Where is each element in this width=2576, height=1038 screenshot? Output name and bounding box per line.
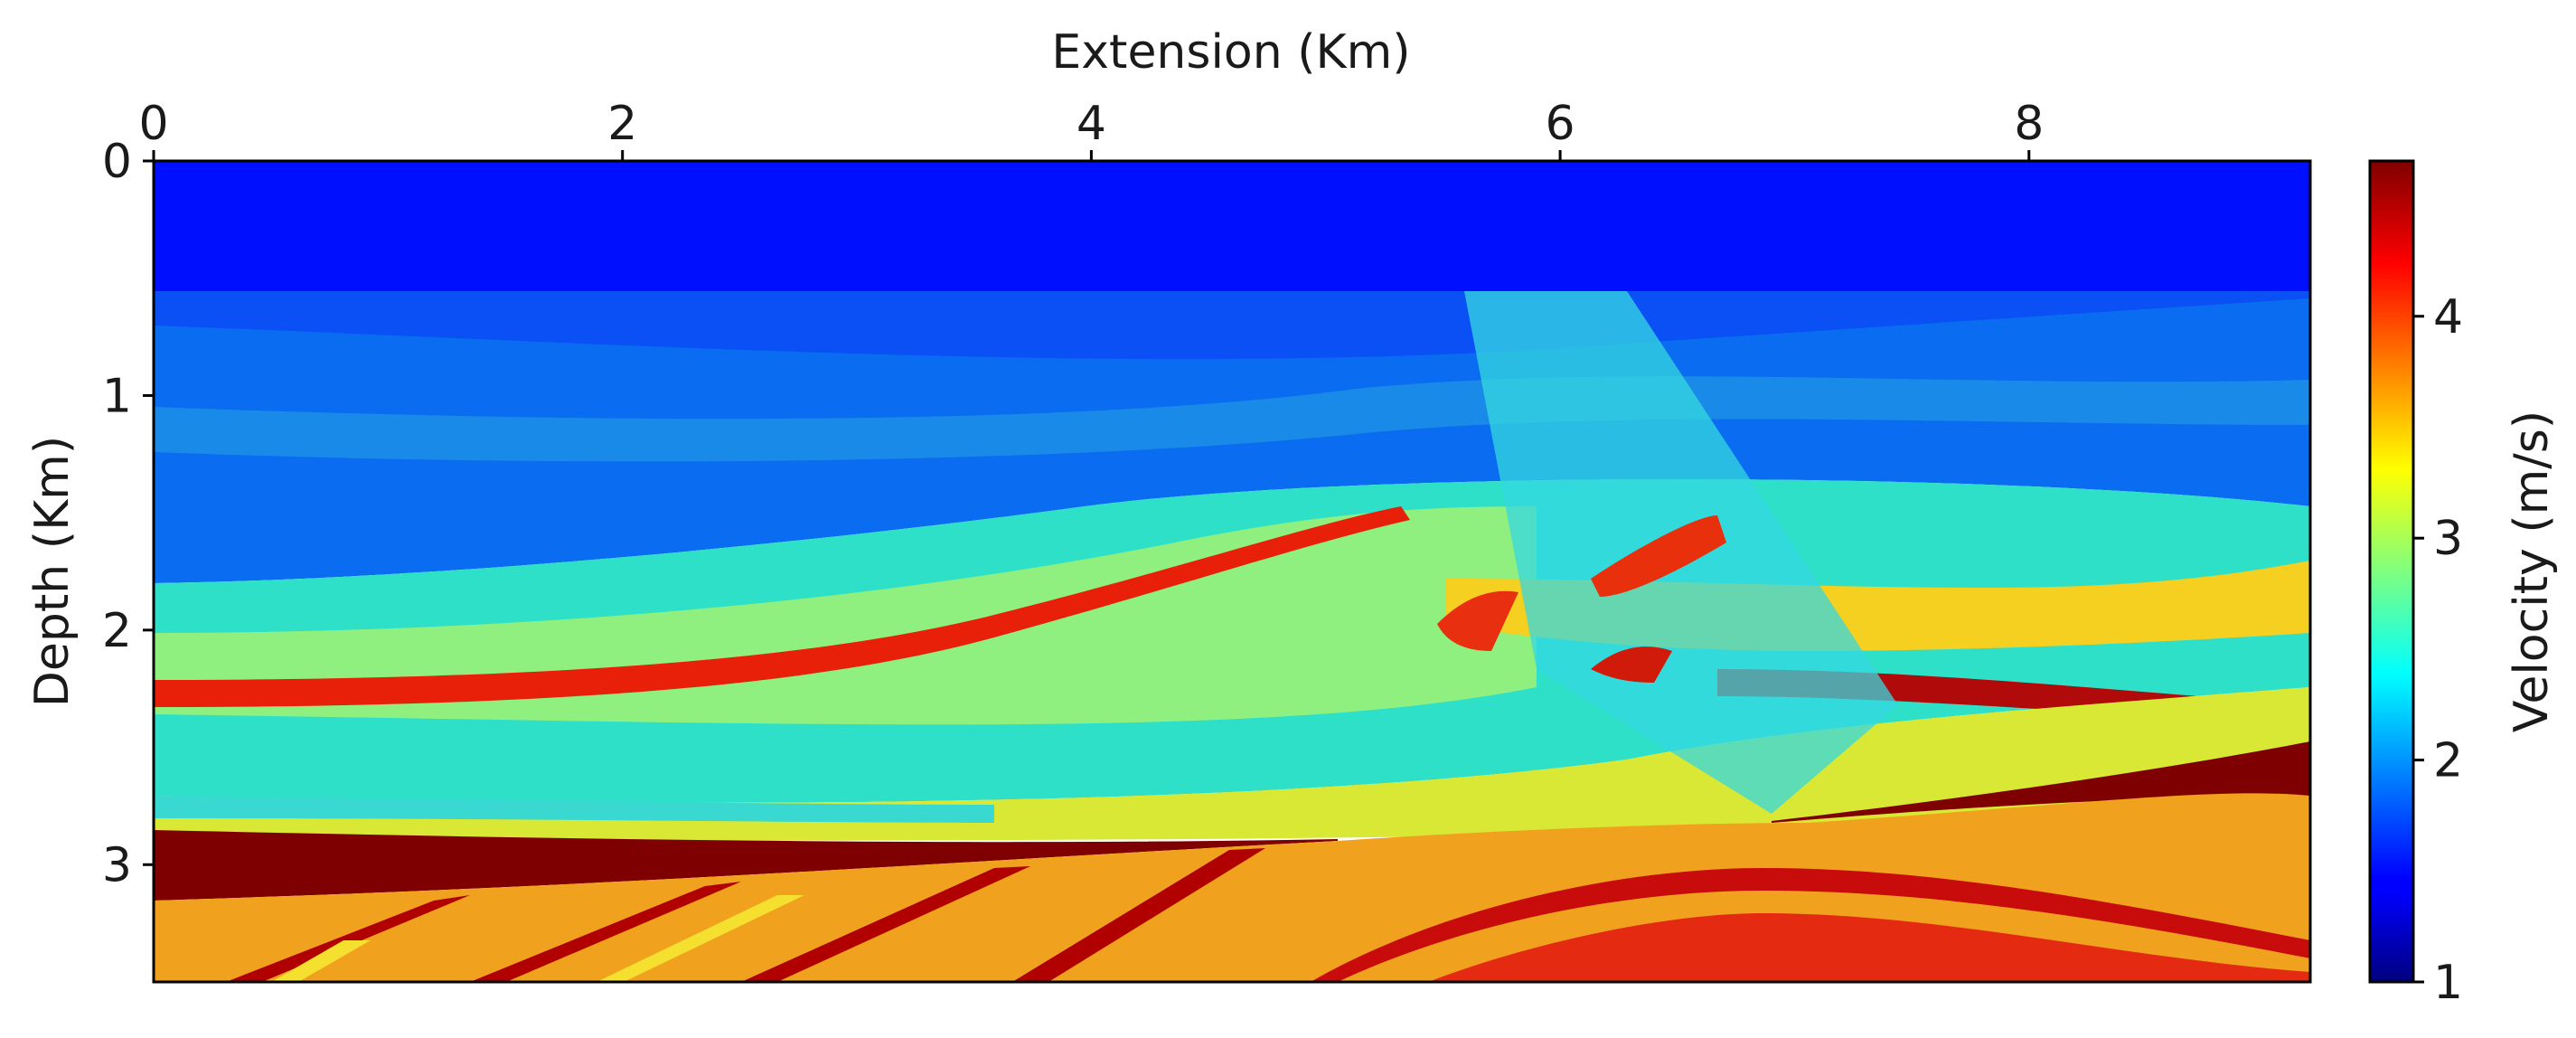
dip-stripe-3 xyxy=(741,866,1030,982)
x-tick-label: 4 xyxy=(1076,97,1106,151)
layer-shallow-darkblue xyxy=(154,291,2310,360)
salt-wedge-left xyxy=(154,830,1338,901)
y-axis-left: 0 1 2 3 xyxy=(102,135,154,892)
layer-shallow-stripe xyxy=(154,376,2310,462)
dip-stripe-5 xyxy=(271,940,371,982)
anticline-red-2 xyxy=(1428,913,2310,982)
dip-stripe-1 xyxy=(226,895,470,982)
fault-red-lens-2 xyxy=(1591,515,1726,597)
x-axis-label: Extension (Km) xyxy=(1051,25,1410,80)
colorbar-tick-label: 3 xyxy=(2433,512,2463,566)
colorbar-tick-label: 2 xyxy=(2433,734,2463,788)
y-tick-label: 3 xyxy=(102,838,132,892)
fault-red-lens-3 xyxy=(1591,646,1672,683)
colorbar xyxy=(2368,159,2415,984)
dip-stripe-2 xyxy=(470,882,741,982)
x-tick-label: 0 xyxy=(138,97,168,151)
y-tick-label: 0 xyxy=(102,135,132,189)
x-axis-top: 0 2 4 6 8 xyxy=(138,97,2044,161)
x-tick-label: 8 xyxy=(2014,97,2044,151)
colorbar-ticks: 1 2 3 4 xyxy=(2413,290,2463,1010)
x-tick-label: 2 xyxy=(607,97,637,151)
layer-middle-green xyxy=(154,506,1537,725)
y-tick-label: 2 xyxy=(102,604,132,658)
dip-stripe-6 xyxy=(597,895,804,982)
salt-wedge-right xyxy=(1772,741,2310,823)
plot-frame xyxy=(152,159,2312,984)
fault-red-lens-1 xyxy=(1437,590,1518,651)
layer-deep-cyan xyxy=(154,796,994,823)
y-tick-label: 1 xyxy=(102,369,132,423)
y-axis-label: Depth (Km) xyxy=(25,436,80,707)
colorbar-tick-label: 4 xyxy=(2433,290,2463,344)
velocity-heatmap xyxy=(154,161,2310,982)
colorbar-tick-label: 1 xyxy=(2433,956,2463,1010)
x-tick-label: 6 xyxy=(1546,97,1575,151)
anticline-red-1 xyxy=(1311,868,2310,982)
layer-red-band-upper xyxy=(154,506,1410,707)
colorbar-label: Velocity (m/s) xyxy=(2505,410,2559,732)
water-layer xyxy=(154,161,2310,291)
dip-stripe-4 xyxy=(1012,848,1265,982)
